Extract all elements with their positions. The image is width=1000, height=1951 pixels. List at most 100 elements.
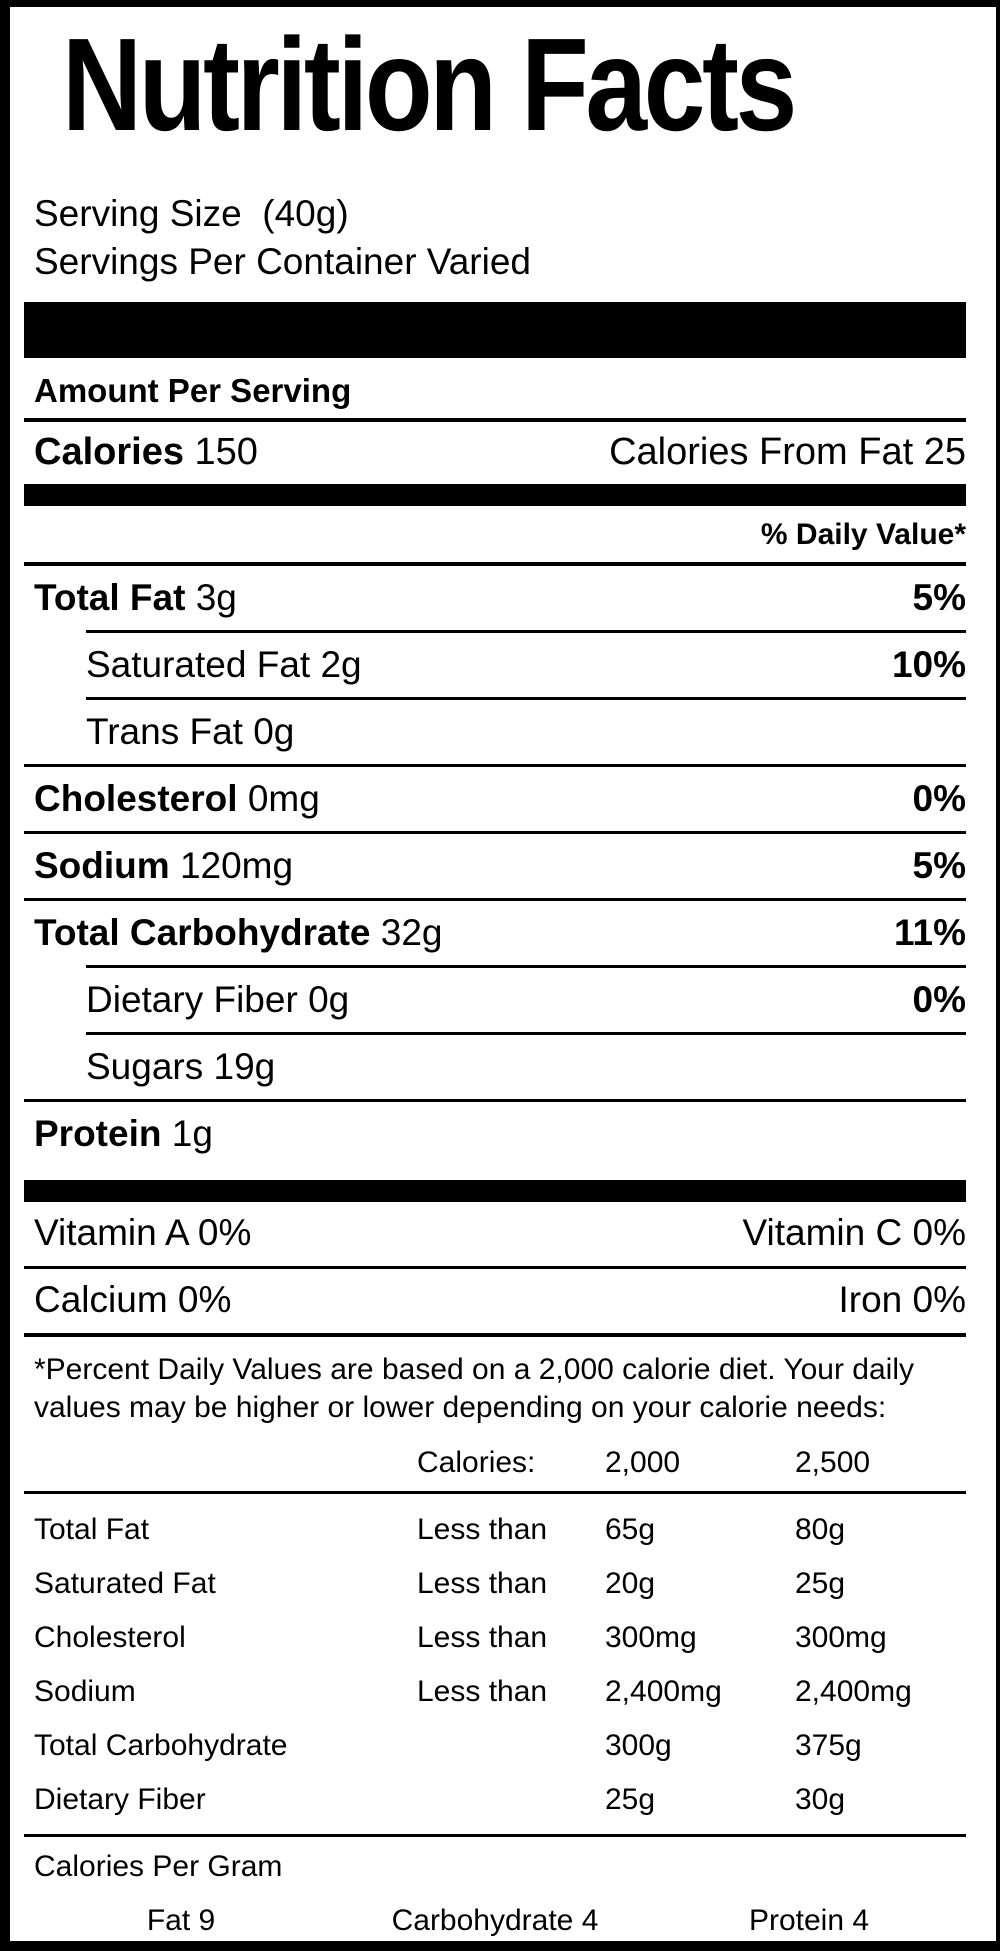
divider-rule	[86, 965, 966, 968]
ref-2000-value: 65g	[605, 1513, 656, 1546]
ref-2000-value: 20g	[605, 1567, 656, 1600]
nutrient-name: Total Fat	[34, 577, 186, 618]
nutrient-row-dietary-fiber: Dietary Fiber 0g 0%	[34, 968, 966, 1032]
daily-value-header: % Daily Value*	[760, 518, 966, 551]
divider-rule	[24, 1834, 966, 1837]
daily-values-footnote: *Percent Daily Values are based on a 2,0…	[34, 1353, 915, 1424]
section-divider-bar-vitamins	[24, 1180, 966, 1202]
ref-2500-value: 80g	[795, 1513, 846, 1546]
calories-from-fat-cell: Calories From Fat 25	[609, 430, 966, 474]
divider-rule	[24, 1099, 966, 1102]
divider-rule	[24, 1333, 966, 1337]
amount-per-serving-heading: Amount Per Serving	[34, 372, 352, 409]
nutrient-name: Sodium	[34, 845, 170, 886]
reference-row-saturated-fat: Saturated Fat Less than 20g 25g	[34, 1548, 966, 1602]
nutrient-name: Trans Fat	[86, 711, 243, 752]
ref-2000-value: 25g	[605, 1783, 656, 1816]
nutrient-amount: 19g	[213, 1046, 276, 1087]
nutrient-row-protein: Protein 1g	[34, 1102, 966, 1166]
nutrient-amount: 32g	[380, 912, 443, 953]
nutrient-row-total-fat: Total Fat 3g 5%	[34, 566, 966, 630]
divider-rule	[24, 1266, 966, 1269]
vitamin-name: Vitamin A	[34, 1212, 188, 1253]
calories-row: Calories 150 Calories From Fat 25	[34, 422, 966, 484]
nutrient-amount: 120mg	[179, 845, 294, 886]
nutrient-daily-value: 0%	[912, 778, 966, 819]
section-divider-bar-calories	[24, 484, 966, 506]
nutrient-row-sugars: Sugars 19g	[34, 1035, 966, 1099]
ref-header-2500: 2,500	[795, 1446, 871, 1479]
ref-qualifier	[417, 1782, 605, 1818]
nutrient-row-trans-fat: Trans Fat 0g	[34, 700, 966, 764]
ref-2500-value: 30g	[795, 1783, 846, 1816]
vitamin-row-calcium-iron: Calcium 0% Iron 0%	[34, 1269, 966, 1333]
ref-2500-value: 2,400mg	[795, 1675, 912, 1708]
nutrient-amount: 0mg	[247, 778, 320, 819]
calories-per-gram-fat: Fat 9	[146, 1904, 216, 1937]
nutrient-name: Saturated Fat	[86, 644, 311, 685]
nutrient-name: Total Carbohydrate	[34, 912, 371, 953]
ref-2000-value: 300mg	[605, 1621, 697, 1654]
divider-rule	[86, 630, 966, 633]
ref-2000-value: 2,400mg	[605, 1675, 722, 1708]
ref-qualifier: Less than	[417, 1567, 548, 1600]
nutrient-row-saturated-fat: Saturated Fat 2g 10%	[34, 633, 966, 697]
ref-nutrient: Dietary Fiber	[34, 1783, 206, 1816]
reference-row-cholesterol: Cholesterol Less than 300mg 300mg	[34, 1602, 966, 1656]
calories-per-gram-row: Fat 9 Carbohydrate 4 Protein 4	[24, 1903, 966, 1939]
calories-cell: Calories 150	[34, 430, 258, 474]
vitamin-row-a-c: Vitamin A 0% Vitamin C 0%	[34, 1202, 966, 1266]
ref-qualifier	[417, 1728, 605, 1764]
servings-per-container-line: Servings Per Container Varied	[34, 241, 532, 282]
ref-nutrient: Sodium	[34, 1675, 136, 1708]
ref-2500-value: 300mg	[795, 1621, 887, 1654]
nutrient-name: Dietary Fiber	[86, 979, 298, 1020]
iron-cell: Iron 0%	[838, 1279, 966, 1321]
nutrient-name: Cholesterol	[34, 778, 238, 819]
vitamin-value: 0%	[197, 1212, 252, 1253]
vitamin-value: 0%	[912, 1279, 966, 1320]
reference-row-sodium: Sodium Less than 2,400mg 2,400mg	[34, 1656, 966, 1710]
ref-qualifier: Less than	[417, 1675, 548, 1708]
calories-value: 150	[194, 431, 258, 473]
nutrient-name: Protein	[34, 1113, 162, 1154]
calories-from-fat-value: 25	[923, 431, 966, 473]
divider-rule	[24, 898, 966, 901]
ref-2000-value: 300g	[605, 1729, 672, 1762]
calories-per-gram-carbohydrate: Carbohydrate 4	[391, 1904, 599, 1937]
reference-row-total-carbohydrate: Total Carbohydrate 300g 375g	[34, 1710, 966, 1764]
nutrient-amount: 0g	[308, 979, 350, 1020]
ref-nutrient: Cholesterol	[34, 1621, 186, 1654]
page-title: Nutrition Facts	[62, 11, 797, 158]
nutrient-amount: 2g	[320, 644, 362, 685]
vitamin-a-cell: Vitamin A 0%	[34, 1212, 251, 1254]
ref-qualifier: Less than	[417, 1621, 548, 1654]
vitamin-name: Calcium	[34, 1279, 168, 1320]
ref-header-2000: 2,000	[605, 1446, 681, 1479]
vitamin-name: Iron	[838, 1279, 903, 1320]
divider-rule	[86, 697, 966, 700]
ref-qualifier: Less than	[417, 1513, 548, 1546]
calories-label: Calories	[34, 431, 184, 473]
reference-row-dietary-fiber: Dietary Fiber 25g 30g	[34, 1764, 966, 1834]
reference-row-total-fat: Total Fat Less than 65g 80g	[34, 1494, 966, 1548]
ref-nutrient: Total Fat	[34, 1513, 150, 1546]
divider-rule	[24, 1491, 966, 1494]
nutrient-name: Sugars	[86, 1046, 204, 1087]
serving-size-line: Serving Size (40g)	[34, 193, 349, 234]
nutrient-daily-value: 5%	[912, 577, 966, 618]
nutrient-daily-value: 5%	[912, 845, 966, 886]
ref-2500-value: 375g	[795, 1729, 862, 1762]
divider-rule	[24, 764, 966, 767]
nutrient-row-cholesterol: Cholesterol 0mg 0%	[34, 767, 966, 831]
divider-rule	[86, 1032, 966, 1035]
nutrient-row-sodium: Sodium 120mg 5%	[34, 834, 966, 898]
nutrient-daily-value: 0%	[912, 979, 966, 1020]
section-divider-bar-top	[24, 302, 966, 358]
vitamin-value: 0%	[177, 1279, 232, 1320]
nutrient-daily-value: 11%	[893, 912, 966, 953]
divider-rule	[24, 831, 966, 834]
nutrient-row-total-carbohydrate: Total Carbohydrate 32g 11%	[34, 901, 966, 965]
reference-table-header: Calories: 2,000 2,500	[34, 1445, 966, 1491]
